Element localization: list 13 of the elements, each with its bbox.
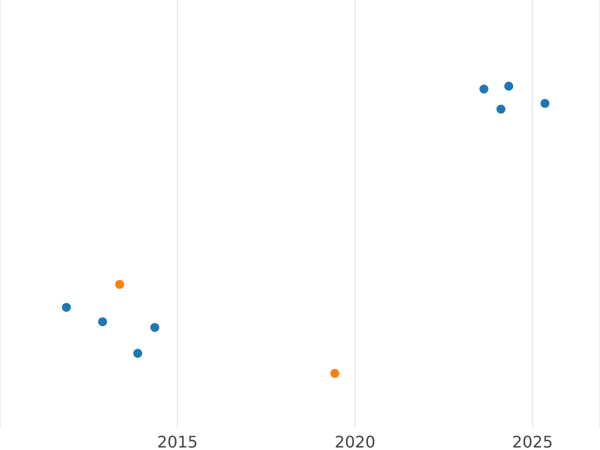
- x-tick-label: 2025: [512, 432, 553, 450]
- point: [115, 280, 124, 289]
- point: [330, 368, 340, 378]
- point: [98, 317, 108, 326]
- x-tick-label: 2015: [157, 432, 198, 450]
- point: [479, 84, 488, 94]
- point: [504, 82, 514, 91]
- point: [133, 348, 142, 358]
- point: [540, 98, 550, 108]
- point: [62, 302, 71, 312]
- point: [150, 322, 160, 332]
- point: [496, 104, 506, 114]
- x-tick-label: 2020: [334, 432, 376, 450]
